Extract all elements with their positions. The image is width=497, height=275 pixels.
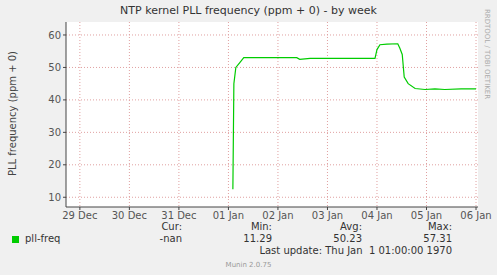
html-text:Munin 2.0.75: Munin 2.0.75 xyxy=(225,261,272,269)
svg-text:60: 60 xyxy=(48,30,61,41)
svg-text:01 Jan: 01 Jan xyxy=(213,210,244,221)
html-text:Max:: Max: xyxy=(428,221,452,232)
html-text:pll-freq: pll-freq xyxy=(25,233,61,244)
svg-text:50: 50 xyxy=(48,62,61,73)
html-text:-nan: -nan xyxy=(159,233,182,244)
svg-text:03 Jan: 03 Jan xyxy=(312,210,343,221)
svg-text:40: 40 xyxy=(48,94,61,105)
html-text:11.29: 11.29 xyxy=(243,233,272,244)
html-text:RRDTOOL / TOBI OETIKER: RRDTOOL / TOBI OETIKER xyxy=(483,8,491,100)
svg-text:30 Dec: 30 Dec xyxy=(112,210,147,221)
svg-text:02 Jan: 02 Jan xyxy=(262,210,293,221)
html-text:PLL frequency (ppm + 0): PLL frequency (ppm + 0) xyxy=(6,51,18,176)
html-text:57.31: 57.31 xyxy=(423,233,452,244)
svg-text:29 Dec: 29 Dec xyxy=(62,210,97,221)
svg-text:10: 10 xyxy=(48,192,61,203)
svg-text:20: 20 xyxy=(48,159,61,170)
svg-text:31 Dec: 31 Dec xyxy=(161,210,196,221)
html-text:50.23: 50.23 xyxy=(333,233,362,244)
html-text:Last update: Thu Jan 1 01:00:0: Last update: Thu Jan 1 01:00:00 1970 xyxy=(259,245,452,256)
html-text:Min:: Min: xyxy=(250,221,272,232)
html-text:Cur:: Cur: xyxy=(161,221,182,232)
svg-text:04 Jan: 04 Jan xyxy=(361,210,392,221)
svg-text:06 Jan: 06 Jan xyxy=(460,210,489,221)
html-text:NTP kernel PLL frequency (ppm: NTP kernel PLL frequency (ppm + 0) - by … xyxy=(120,4,377,17)
html-text:Avg:: Avg: xyxy=(340,221,362,232)
svg-text:05 Jan: 05 Jan xyxy=(411,210,442,221)
svg-text:30: 30 xyxy=(48,127,61,138)
